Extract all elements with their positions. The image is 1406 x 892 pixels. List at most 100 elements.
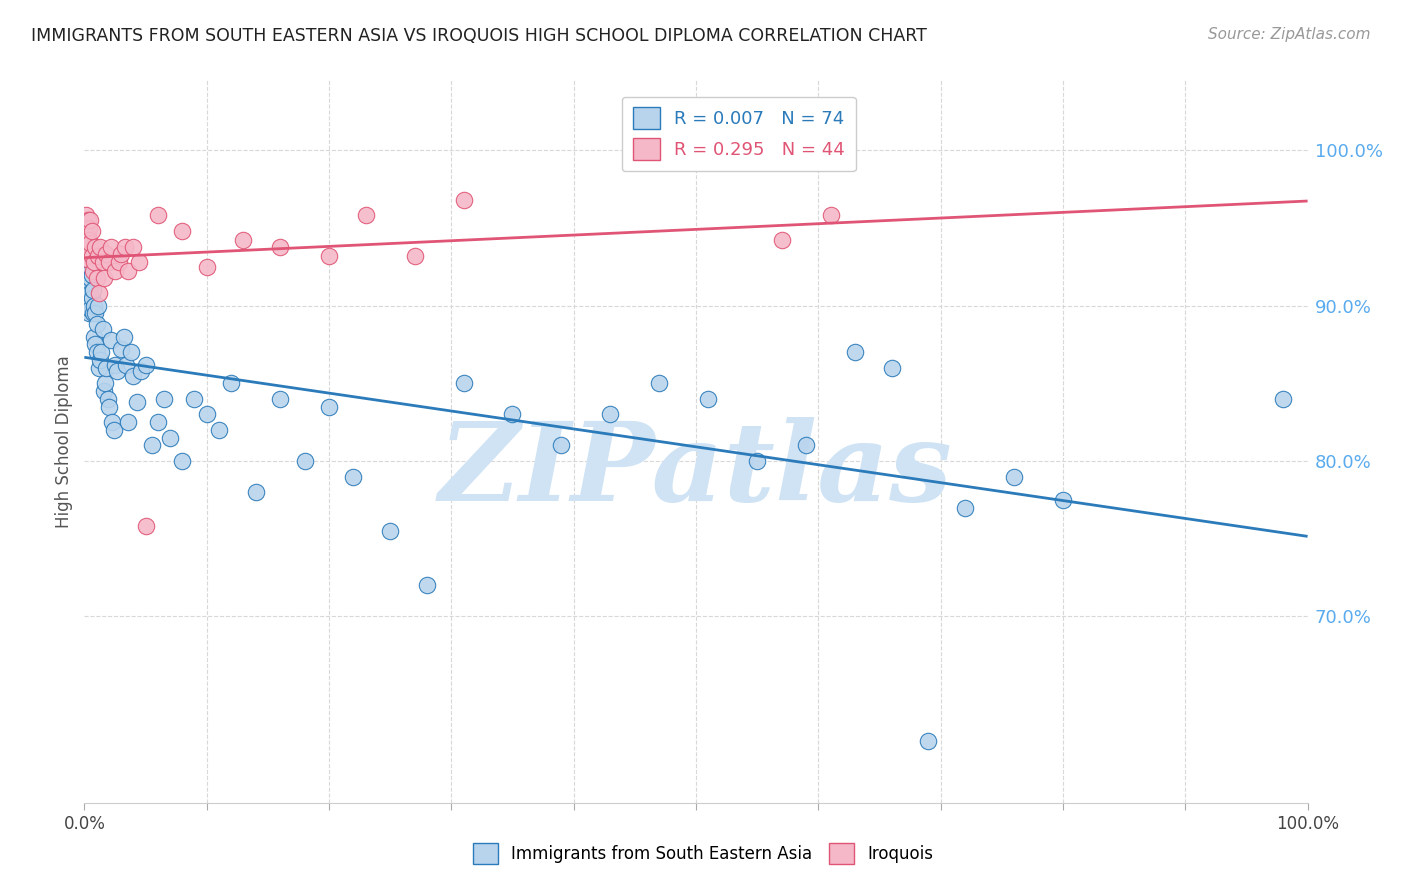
- Point: [120, 345, 142, 359]
- Point: [104, 358, 127, 372]
- Point: [79, 301, 101, 316]
- Point: [269, 392, 291, 406]
- Point: [91, 255, 114, 269]
- Point: [117, 264, 139, 278]
- Point: [146, 415, 169, 429]
- Text: Source: ZipAtlas.com: Source: ZipAtlas.com: [1208, 27, 1371, 42]
- Point: [79, 236, 101, 251]
- Point: [129, 364, 152, 378]
- Point: [96, 247, 118, 261]
- Point: [128, 255, 150, 269]
- Point: [77, 244, 100, 259]
- Point: [82, 306, 104, 320]
- Point: [77, 213, 100, 227]
- Point: [97, 392, 120, 406]
- Point: [80, 268, 103, 282]
- Text: IMMIGRANTS FROM SOUTH EASTERN ASIA VS IROQUOIS HIGH SCHOOL DIPLOMA CORRELATION C: IMMIGRANTS FROM SOUTH EASTERN ASIA VS IR…: [31, 27, 927, 45]
- Point: [89, 353, 111, 368]
- Point: [550, 438, 572, 452]
- Point: [1272, 392, 1295, 406]
- Point: [77, 299, 100, 313]
- Point: [318, 400, 340, 414]
- Point: [159, 431, 181, 445]
- Point: [195, 260, 218, 274]
- Point: [502, 408, 524, 422]
- Point: [83, 299, 105, 313]
- Point: [104, 264, 127, 278]
- Point: [599, 408, 621, 422]
- Point: [93, 270, 115, 285]
- Point: [1052, 492, 1074, 507]
- Point: [146, 209, 169, 223]
- Point: [820, 209, 842, 223]
- Point: [844, 345, 866, 359]
- Point: [77, 228, 100, 243]
- Point: [648, 376, 671, 391]
- Point: [100, 239, 122, 253]
- Point: [125, 395, 148, 409]
- Point: [82, 264, 104, 278]
- Point: [83, 255, 105, 269]
- Point: [79, 213, 101, 227]
- Point: [96, 360, 118, 375]
- Point: [953, 500, 976, 515]
- Point: [453, 193, 475, 207]
- Point: [107, 255, 129, 269]
- Point: [747, 454, 769, 468]
- Point: [269, 239, 291, 253]
- Point: [135, 358, 157, 372]
- Point: [232, 233, 254, 247]
- Point: [87, 249, 110, 263]
- Point: [318, 249, 340, 263]
- Point: [115, 358, 138, 372]
- Point: [77, 306, 100, 320]
- Point: [453, 376, 475, 391]
- Point: [103, 423, 125, 437]
- Legend: Immigrants from South Eastern Asia, Iroquois: Immigrants from South Eastern Asia, Iroq…: [467, 837, 939, 871]
- Point: [219, 376, 242, 391]
- Point: [697, 392, 720, 406]
- Point: [770, 233, 793, 247]
- Point: [380, 524, 402, 538]
- Point: [114, 239, 136, 253]
- Point: [100, 333, 122, 347]
- Point: [245, 485, 267, 500]
- Point: [110, 247, 132, 261]
- Point: [208, 423, 231, 437]
- Point: [294, 454, 316, 468]
- Point: [86, 345, 108, 359]
- Point: [172, 454, 194, 468]
- Point: [79, 270, 101, 285]
- Point: [76, 275, 98, 289]
- Point: [80, 224, 103, 238]
- Point: [84, 306, 107, 320]
- Point: [416, 578, 439, 592]
- Point: [77, 220, 100, 235]
- Point: [80, 249, 103, 263]
- Point: [110, 342, 132, 356]
- Point: [87, 360, 110, 375]
- Point: [87, 286, 110, 301]
- Point: [917, 733, 939, 747]
- Point: [105, 364, 128, 378]
- Point: [80, 291, 103, 305]
- Point: [101, 415, 124, 429]
- Point: [404, 249, 426, 263]
- Point: [75, 209, 97, 223]
- Point: [76, 252, 98, 266]
- Point: [77, 280, 100, 294]
- Point: [94, 376, 117, 391]
- Point: [84, 337, 107, 351]
- Point: [1002, 469, 1025, 483]
- Point: [97, 255, 120, 269]
- Point: [77, 286, 100, 301]
- Y-axis label: High School Diploma: High School Diploma: [55, 355, 73, 528]
- Point: [76, 236, 98, 251]
- Point: [122, 368, 145, 383]
- Point: [84, 239, 107, 253]
- Point: [880, 360, 903, 375]
- Point: [89, 239, 111, 253]
- Point: [82, 283, 104, 297]
- Point: [75, 268, 97, 282]
- Point: [112, 329, 135, 343]
